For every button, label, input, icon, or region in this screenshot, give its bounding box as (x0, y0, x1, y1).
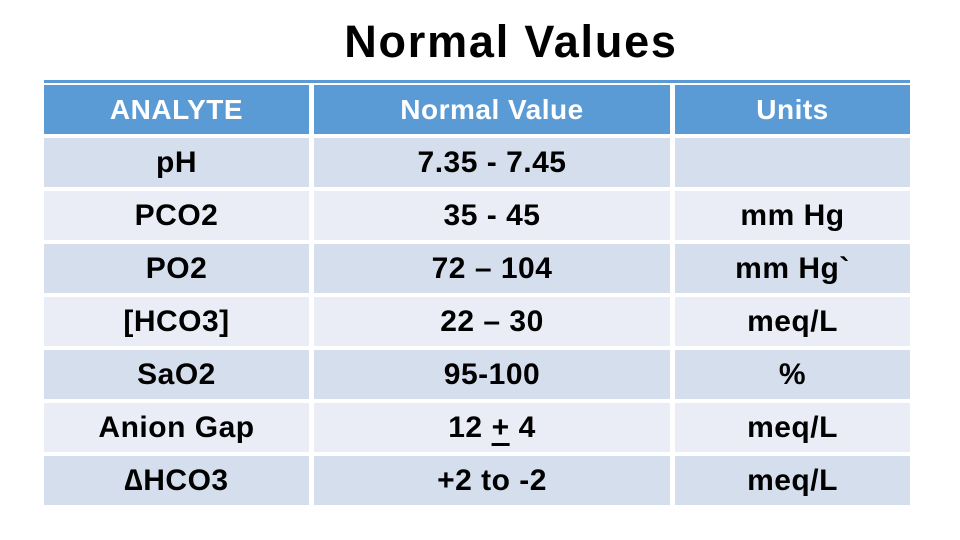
units-cell: meq/L (675, 297, 910, 346)
table-row: SaO2 95-100 % (44, 350, 910, 399)
table-row: pH 7.35 - 7.45 (44, 138, 910, 187)
value-text: 4 (518, 410, 536, 444)
units-cell: mm Hg (675, 191, 910, 240)
table-header-row: ANALYTE Normal Value Units (44, 85, 910, 134)
analyte-cell: SaO2 (44, 350, 309, 399)
value-cell: 72 – 104 (314, 244, 670, 293)
units-cell: mm Hg` (675, 244, 910, 293)
value-cell: 22 – 30 (314, 297, 670, 346)
table-row: [HCO3] 22 – 30 meq/L (44, 297, 910, 346)
analyte-cell: pH (44, 138, 309, 187)
value-cell: +2 to -2 (314, 456, 670, 505)
analyte-cell: Anion Gap (44, 403, 309, 452)
column-header-normal-value: Normal Value (314, 85, 670, 134)
units-cell (675, 138, 910, 187)
plus-minus-underlined: + (491, 410, 510, 444)
analyte-cell: PCO2 (44, 191, 309, 240)
table-top-border (44, 80, 910, 83)
value-cell: 7.35 - 7.45 (314, 138, 670, 187)
value-cell: 12 +4 (314, 403, 670, 452)
table-row: PO2 72 – 104 mm Hg` (44, 244, 910, 293)
units-cell: meq/L (675, 456, 910, 505)
table-body: pH 7.35 - 7.45 PCO2 35 - 45 mm Hg PO2 72… (44, 138, 910, 505)
analyte-cell: PO2 (44, 244, 309, 293)
value-text: 12 (448, 410, 483, 444)
slide-title: Normal Values (344, 16, 678, 67)
units-cell: meq/L (675, 403, 910, 452)
analyte-cell: [HCO3] (44, 297, 309, 346)
table-row: ∆HCO3 +2 to -2 meq/L (44, 456, 910, 505)
column-header-analyte: ANALYTE (44, 85, 309, 134)
analyte-cell: ∆HCO3 (44, 456, 309, 505)
column-header-units: Units (675, 85, 910, 134)
units-cell: % (675, 350, 910, 399)
table-row: Anion Gap 12 +4 meq/L (44, 403, 910, 452)
normal-values-table: ANALYTE Normal Value Units pH 7.35 - 7.4… (44, 80, 910, 505)
table-row: PCO2 35 - 45 mm Hg (44, 191, 910, 240)
value-cell: 95-100 (314, 350, 670, 399)
value-cell: 35 - 45 (314, 191, 670, 240)
